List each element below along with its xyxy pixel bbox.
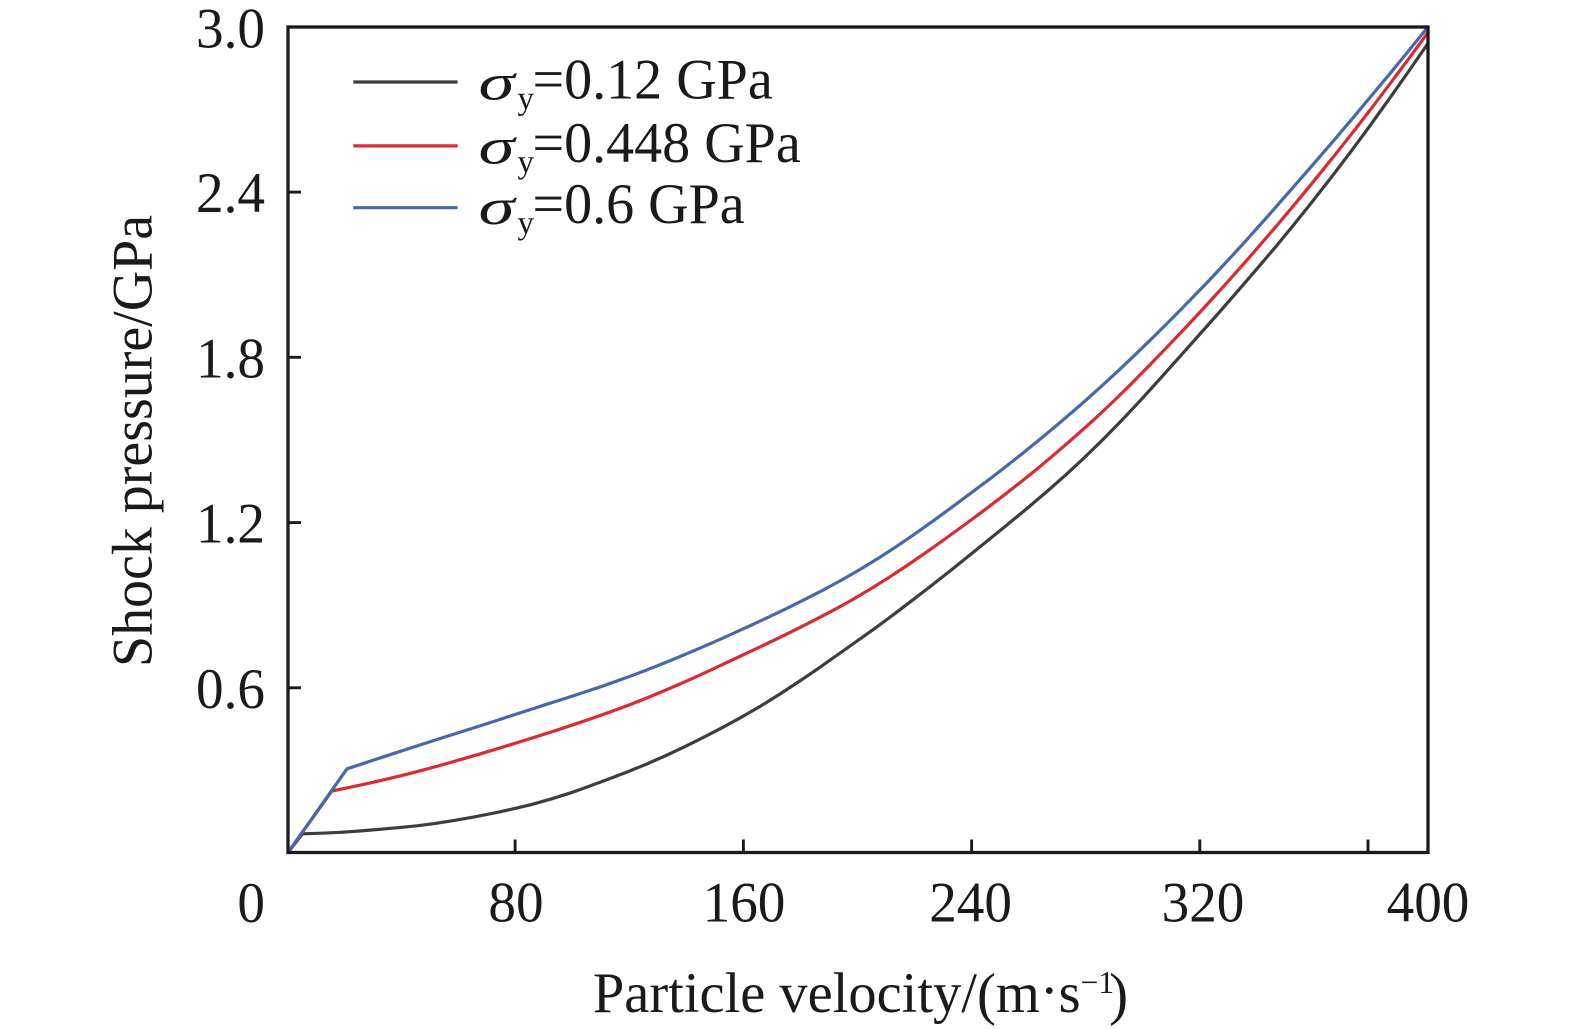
svg-text:=0.448 GPa: =0.448 GPa: [533, 111, 801, 175]
svg-text:0.6: 0.6: [196, 658, 265, 721]
svg-text:0: 0: [237, 872, 265, 935]
svg-text:y: y: [518, 81, 535, 117]
svg-text:3.0: 3.0: [196, 0, 265, 61]
svg-text:2.4: 2.4: [196, 162, 265, 225]
svg-text:Particle velocity/(m·s−1): Particle velocity/(m·s−1): [593, 959, 1128, 1026]
svg-text:320: 320: [1162, 872, 1245, 935]
svg-text:y: y: [518, 145, 535, 181]
svg-text:80: 80: [488, 872, 543, 935]
svg-text:Shock pressure/GPa: Shock pressure/GPa: [101, 215, 165, 667]
svg-text:160: 160: [703, 872, 786, 935]
svg-text:1.8: 1.8: [196, 327, 265, 390]
svg-text:400: 400: [1387, 872, 1470, 935]
svg-text:1.2: 1.2: [196, 493, 265, 556]
svg-text:y: y: [518, 205, 535, 241]
svg-text:240: 240: [929, 872, 1012, 935]
svg-text:σ: σ: [479, 118, 518, 175]
svg-text:=0.12 GPa: =0.12 GPa: [533, 48, 773, 112]
svg-text:=0.6 GPa: =0.6 GPa: [533, 172, 745, 236]
svg-text:σ: σ: [479, 54, 518, 111]
svg-text:σ: σ: [479, 179, 518, 236]
